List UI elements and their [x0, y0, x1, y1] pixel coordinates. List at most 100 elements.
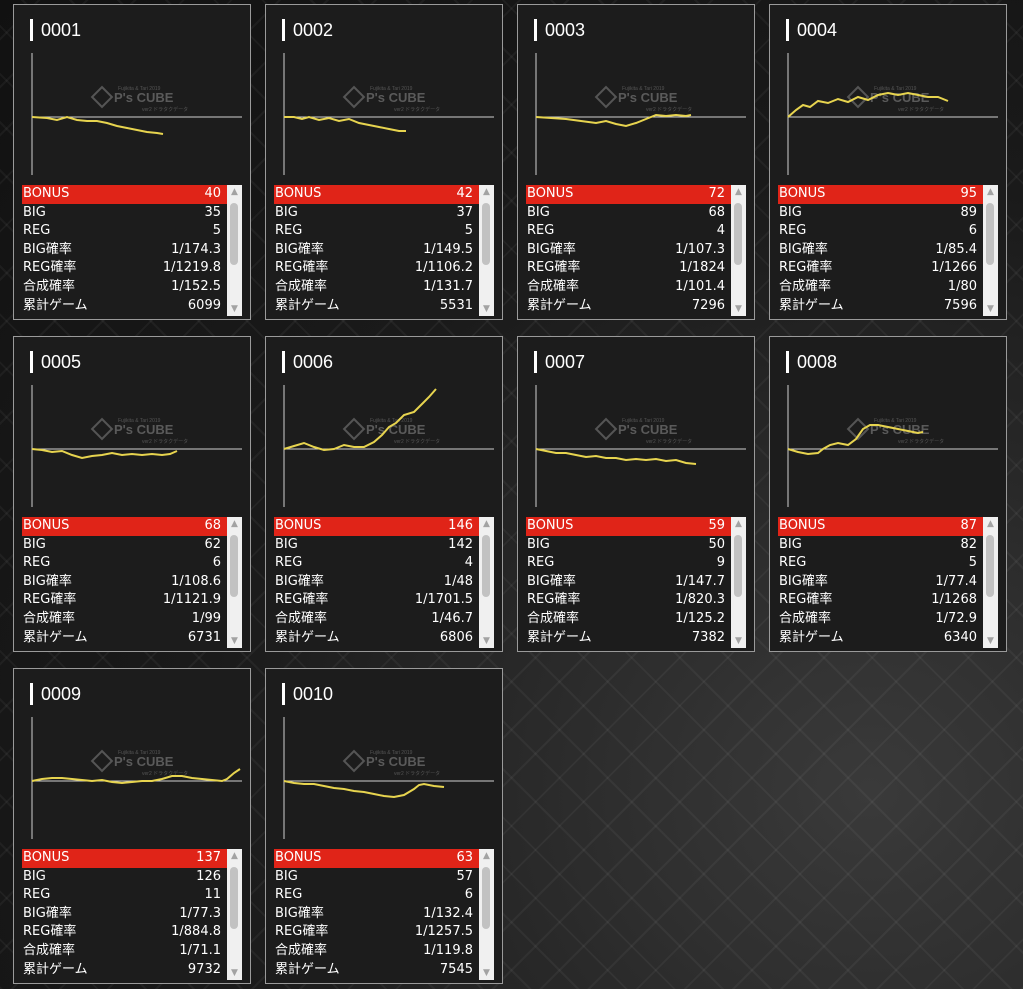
scroll-down-arrow-icon[interactable]: ▼ — [987, 304, 994, 314]
bonus-row: BONUS 63 — [274, 849, 479, 868]
scroll-up-arrow-icon[interactable]: ▲ — [231, 851, 238, 861]
total-rate-row: 合成確率 1/46.7 — [275, 610, 473, 626]
machine-number: 0006 — [282, 351, 333, 373]
scrollbar[interactable]: ▲ ▼ — [731, 185, 746, 316]
scrollbar[interactable]: ▲ ▼ — [983, 517, 998, 648]
watermark-logo: P's CUBE Fujikita & Tari 2019 ver2 ドラタクデ… — [342, 85, 440, 113]
stats-table[interactable]: BONUS 63 BIG 57 REG 6 BIG確率 1/132.4 REG確率 1/1… — [274, 849, 494, 980]
watermark-logo: P's CUBE Fujikita & Tari 2019 ver2 ドラタクデ… — [342, 417, 440, 445]
big-rate-row: BIG確率 1/147.7 — [527, 573, 725, 589]
scroll-thumb[interactable] — [230, 867, 238, 929]
scroll-thumb[interactable] — [986, 203, 994, 265]
big-rate-row: BIG確率 1/132.4 — [275, 905, 473, 921]
scrollbar[interactable]: ▲ ▼ — [227, 517, 242, 648]
big-row: BIG 126 — [23, 868, 221, 884]
watermark-logo: P's CUBE Fujikita & Tari 2019 ver2 ドラタクデ… — [594, 417, 692, 445]
reg-rate-row: REG確率 1/1219.8 — [23, 260, 221, 276]
scroll-thumb[interactable] — [230, 535, 238, 597]
scroll-down-arrow-icon[interactable]: ▼ — [231, 968, 238, 978]
stats-table[interactable]: BONUS 40 BIG 35 REG 5 BIG確率 1/174.3 REG確率 1/1… — [22, 185, 242, 316]
machine-number: 0001 — [30, 19, 81, 41]
scrollbar[interactable]: ▲ ▼ — [227, 849, 242, 980]
big-rate-row: BIG確率 1/149.5 — [275, 241, 473, 257]
watermark-logo: P's CUBE Fujikita & Tari 2019 ver2 ドラタクデ… — [846, 417, 944, 445]
big-rate-row: BIG確率 1/48 — [275, 573, 473, 589]
scroll-down-arrow-icon[interactable]: ▼ — [735, 304, 742, 314]
total-rate-row: 合成確率 1/71.1 — [23, 942, 221, 958]
scroll-up-arrow-icon[interactable]: ▲ — [483, 187, 490, 197]
slump-graph: P's CUBE Fujikita & Tari 2019 ver2 ドラタクデ… — [22, 377, 242, 514]
machine-card[interactable]: 0005 P's CUBE Fujikita & Tari 2019 ver2 … — [13, 336, 251, 652]
reg-rate-row: REG確率 1/1701.5 — [275, 592, 473, 608]
machine-card[interactable]: 0003 P's CUBE Fujikita & Tari 2019 ver2 … — [517, 4, 755, 320]
reg-rate-row: REG確率 1/1121.9 — [23, 592, 221, 608]
machine-card[interactable]: 0001 P's CUBE Fujikita & Tari 2019 ver2 … — [13, 4, 251, 320]
scroll-down-arrow-icon[interactable]: ▼ — [483, 968, 490, 978]
scroll-thumb[interactable] — [734, 535, 742, 597]
scroll-down-arrow-icon[interactable]: ▼ — [735, 636, 742, 646]
total-rate-row: 合成確率 1/99 — [23, 610, 221, 626]
stats-table[interactable]: BONUS 146 BIG 142 REG 4 BIG確率 1/48 REG確率 1/17… — [274, 517, 494, 648]
reg-rate-row: REG確率 1/884.8 — [23, 924, 221, 940]
slump-graph: P's CUBE Fujikita & Tari 2019 ver2 ドラタクデ… — [778, 45, 998, 182]
stats-table[interactable]: BONUS 87 BIG 82 REG 5 BIG確率 1/77.4 REG確率 1/12… — [778, 517, 998, 648]
scrollbar[interactable]: ▲ ▼ — [731, 517, 746, 648]
scroll-up-arrow-icon[interactable]: ▲ — [483, 851, 490, 861]
scrollbar[interactable]: ▲ ▼ — [479, 517, 494, 648]
svg-text:P's CUBE: P's CUBE — [114, 754, 174, 769]
svg-text:Fujikita & Tari 2019: Fujikita & Tari 2019 — [370, 418, 413, 424]
scroll-up-arrow-icon[interactable]: ▲ — [987, 187, 994, 197]
reg-row: REG 5 — [275, 223, 473, 239]
big-row: BIG 82 — [779, 536, 977, 552]
scroll-up-arrow-icon[interactable]: ▲ — [231, 187, 238, 197]
reg-row: REG 11 — [23, 887, 221, 903]
machine-card[interactable]: 0009 P's CUBE Fujikita & Tari 2019 ver2 … — [13, 668, 251, 984]
scroll-thumb[interactable] — [482, 203, 490, 265]
scroll-up-arrow-icon[interactable]: ▲ — [483, 519, 490, 529]
scroll-thumb[interactable] — [986, 535, 994, 597]
reg-rate-row: REG確率 1/1268 — [779, 592, 977, 608]
scroll-up-arrow-icon[interactable]: ▲ — [735, 519, 742, 529]
big-row: BIG 57 — [275, 868, 473, 884]
stats-table[interactable]: BONUS 95 BIG 89 REG 6 BIG確率 1/85.4 REG確率 1/12… — [778, 185, 998, 316]
scrollbar[interactable]: ▲ ▼ — [479, 849, 494, 980]
stats-table[interactable]: BONUS 42 BIG 37 REG 5 BIG確率 1/149.5 REG確率 1/1… — [274, 185, 494, 316]
scrollbar[interactable]: ▲ ▼ — [983, 185, 998, 316]
stats-table[interactable]: BONUS 137 BIG 126 REG 11 BIG確率 1/77.3 REG確率 1… — [22, 849, 242, 980]
stats-table[interactable]: BONUS 68 BIG 62 REG 6 BIG確率 1/108.6 REG確率 1/1… — [22, 517, 242, 648]
scroll-up-arrow-icon[interactable]: ▲ — [735, 187, 742, 197]
machine-card[interactable]: 0008 P's CUBE Fujikita & Tari 2019 ver2 … — [769, 336, 1007, 652]
scroll-thumb[interactable] — [734, 203, 742, 265]
scrollbar[interactable]: ▲ ▼ — [227, 185, 242, 316]
big-rate-row: BIG確率 1/77.3 — [23, 905, 221, 921]
big-rate-row: BIG確率 1/77.4 — [779, 573, 977, 589]
machine-card[interactable]: 0004 P's CUBE Fujikita & Tari 2019 ver2 … — [769, 4, 1007, 320]
scroll-up-arrow-icon[interactable]: ▲ — [987, 519, 994, 529]
scroll-thumb[interactable] — [482, 867, 490, 929]
reg-row: REG 4 — [527, 223, 725, 239]
scroll-down-arrow-icon[interactable]: ▼ — [231, 304, 238, 314]
scrollbar[interactable]: ▲ ▼ — [479, 185, 494, 316]
scroll-down-arrow-icon[interactable]: ▼ — [987, 636, 994, 646]
scroll-down-arrow-icon[interactable]: ▼ — [231, 636, 238, 646]
reg-row: REG 5 — [779, 555, 977, 571]
machine-card[interactable]: 0006 P's CUBE Fujikita & Tari 2019 ver2 … — [265, 336, 503, 652]
big-row: BIG 142 — [275, 536, 473, 552]
games-row: 累計ゲーム 9732 — [23, 961, 221, 977]
machine-card[interactable]: 0002 P's CUBE Fujikita & Tari 2019 ver2 … — [265, 4, 503, 320]
scroll-thumb[interactable] — [230, 203, 238, 265]
stats-table[interactable]: BONUS 59 BIG 50 REG 9 BIG確率 1/147.7 REG確率 1/8… — [526, 517, 746, 648]
scroll-thumb[interactable] — [482, 535, 490, 597]
machine-card[interactable]: 0010 P's CUBE Fujikita & Tari 2019 ver2 … — [265, 668, 503, 984]
total-rate-row: 合成確率 1/131.7 — [275, 278, 473, 294]
scroll-down-arrow-icon[interactable]: ▼ — [483, 304, 490, 314]
reg-rate-row: REG確率 1/1106.2 — [275, 260, 473, 276]
total-rate-row: 合成確率 1/119.8 — [275, 942, 473, 958]
machine-number: 0002 — [282, 19, 333, 41]
machine-card[interactable]: 0007 P's CUBE Fujikita & Tari 2019 ver2 … — [517, 336, 755, 652]
scroll-down-arrow-icon[interactable]: ▼ — [483, 636, 490, 646]
scroll-up-arrow-icon[interactable]: ▲ — [231, 519, 238, 529]
slump-graph: P's CUBE Fujikita & Tari 2019 ver2 ドラタクデ… — [526, 45, 746, 182]
stats-table[interactable]: BONUS 72 BIG 68 REG 4 BIG確率 1/107.3 REG確率 1/1… — [526, 185, 746, 316]
games-row: 累計ゲーム 7545 — [275, 961, 473, 977]
